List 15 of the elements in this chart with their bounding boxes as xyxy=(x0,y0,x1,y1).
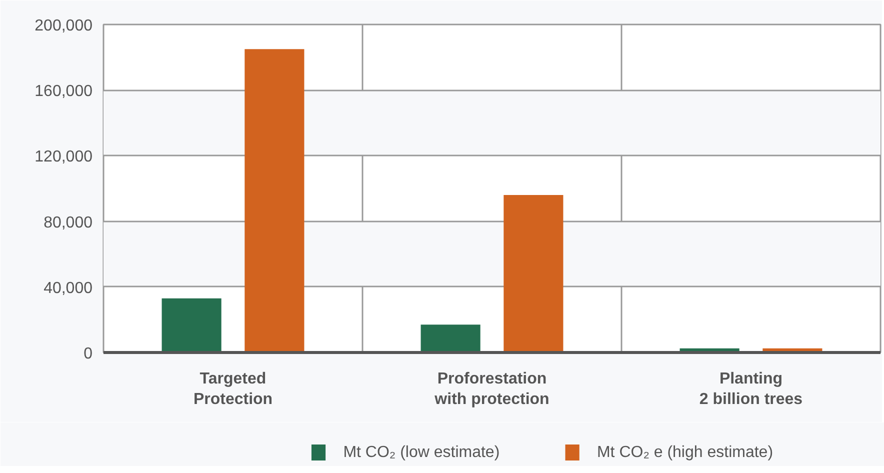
bar xyxy=(504,195,564,352)
x-tick-label: Proforestation with protection xyxy=(434,370,550,408)
bar xyxy=(162,298,222,352)
y-tick-label: 0 xyxy=(84,346,93,362)
x-tick-label: Planting 2 billion trees xyxy=(699,370,803,408)
y-tick-label: 120,000 xyxy=(34,148,93,166)
legend-label: Mt CO₂ e (high estimate) xyxy=(596,444,774,461)
y-tick-label: 40,000 xyxy=(44,280,93,297)
legend-label: Mt CO₂ (low estimate) xyxy=(343,444,500,461)
y-tick-label: 200,000 xyxy=(34,18,93,34)
x-tick-label: Targeted Protection xyxy=(193,370,273,408)
bar xyxy=(420,324,480,352)
bar xyxy=(244,49,304,352)
y-tick-label: 160,000 xyxy=(34,83,93,100)
y-tick-label: 80,000 xyxy=(44,214,93,232)
